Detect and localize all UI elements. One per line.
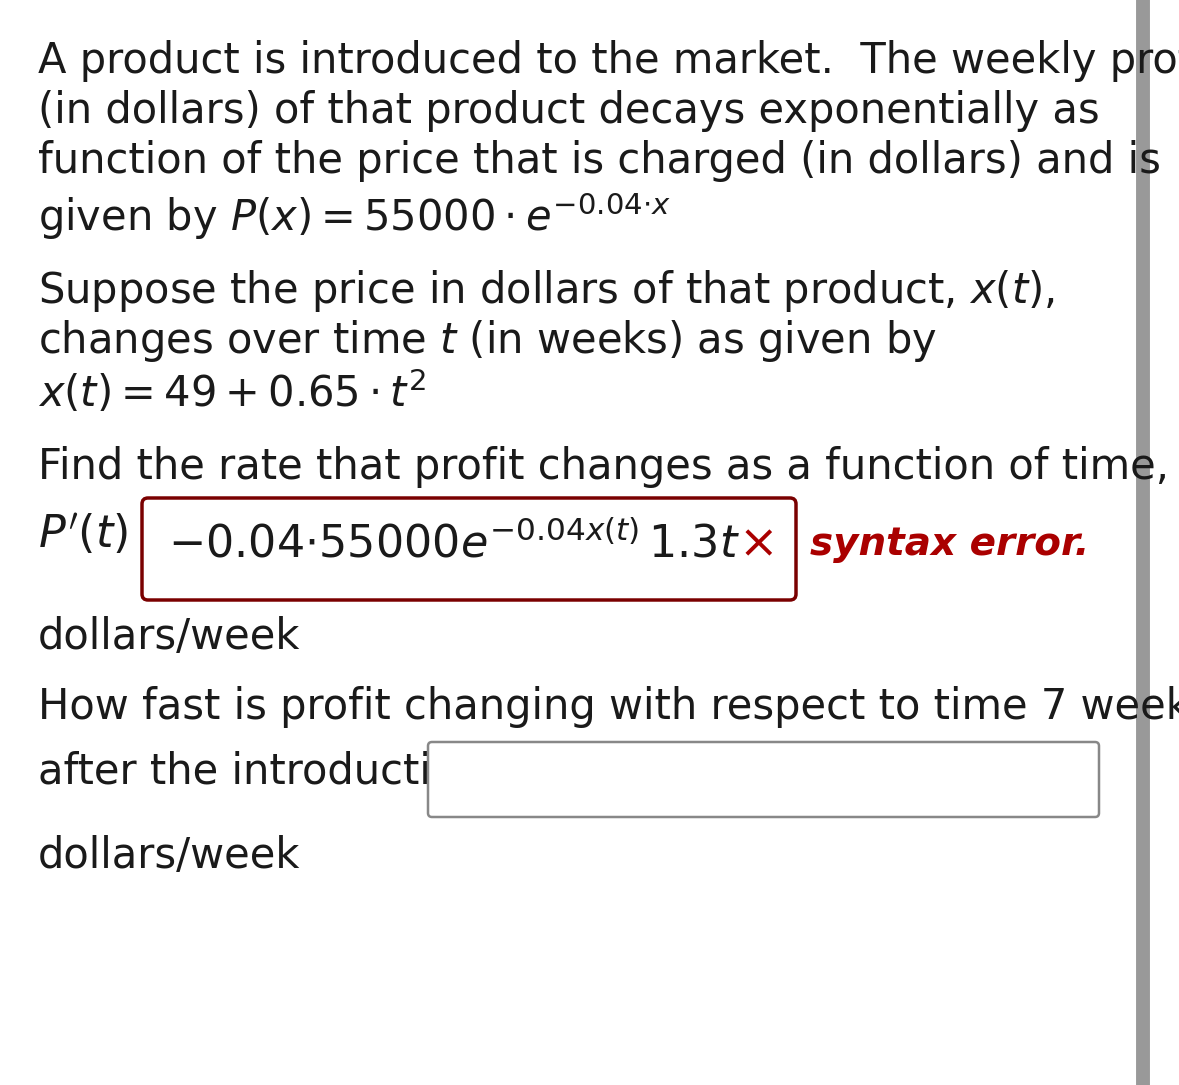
- Text: Suppose the price in dollars of that product, $x(t)$,: Suppose the price in dollars of that pro…: [38, 268, 1055, 314]
- Text: $x(t) = 49 + 0.65 \cdot t^2$: $x(t) = 49 + 0.65 \cdot t^2$: [38, 368, 427, 416]
- Text: given by $P(x) = 55000 \cdot e^{-0.04{\cdot}x}$: given by $P(x) = 55000 \cdot e^{-0.04{\c…: [38, 190, 671, 242]
- Text: $P'(t)$: $P'(t)$: [38, 513, 129, 558]
- Text: after the introduction.: after the introduction.: [38, 751, 496, 793]
- Text: (in dollars) of that product decays exponentially as: (in dollars) of that product decays expo…: [38, 90, 1100, 132]
- FancyBboxPatch shape: [141, 498, 796, 600]
- Text: A product is introduced to the market.  The weekly profit: A product is introduced to the market. T…: [38, 40, 1179, 82]
- Text: changes over time $t$ (in weeks) as given by: changes over time $t$ (in weeks) as give…: [38, 318, 937, 363]
- Text: syntax error.: syntax error.: [810, 525, 1089, 563]
- FancyBboxPatch shape: [428, 742, 1099, 817]
- Text: dollars/week: dollars/week: [38, 835, 301, 877]
- Text: function of the price that is charged (in dollars) and is: function of the price that is charged (i…: [38, 140, 1161, 182]
- Text: dollars/week: dollars/week: [38, 616, 301, 658]
- Text: How fast is profit changing with respect to time 7 weeks: How fast is profit changing with respect…: [38, 686, 1179, 728]
- Text: $\times$: $\times$: [738, 522, 773, 566]
- Text: $-0.04{\cdot}55000e^{-0.04x(t)}\,1.3t$: $-0.04{\cdot}55000e^{-0.04x(t)}\,1.3t$: [167, 522, 740, 566]
- Text: Find the rate that profit changes as a function of time,: Find the rate that profit changes as a f…: [38, 446, 1170, 488]
